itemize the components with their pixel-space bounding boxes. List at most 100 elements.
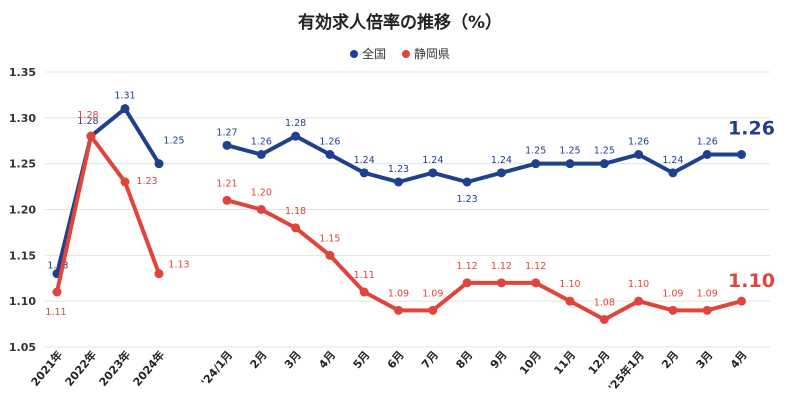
data-label-shizuoka: 1.20	[251, 188, 272, 199]
data-label-shizuoka: 1.09	[697, 288, 718, 299]
x-tick-label: 2月	[659, 349, 681, 372]
series-line-national	[55, 106, 161, 276]
data-point-shizuoka	[394, 305, 403, 315]
data-point-shizuoka	[531, 278, 541, 288]
data-point-national	[634, 150, 644, 159]
x-tick-label: 2022年	[62, 348, 99, 389]
data-point-shizuoka	[702, 305, 712, 315]
legend-label-shizuoka: 静岡県	[413, 47, 450, 61]
data-label-national: 1.25	[594, 146, 615, 157]
data-label-national: 1.25	[163, 136, 184, 147]
series-line-shizuoka	[225, 198, 744, 322]
data-label-shizuoka: 1.11	[45, 307, 66, 318]
x-tick-label: 3月	[694, 349, 716, 372]
data-point-national	[428, 168, 438, 178]
data-point-shizuoka	[668, 305, 678, 315]
data-point-shizuoka	[120, 177, 130, 187]
data-point-national	[668, 168, 678, 178]
data-point-national	[737, 150, 746, 159]
data-label-national: 1.26	[697, 137, 718, 148]
data-point-shizuoka	[428, 305, 438, 315]
x-tick-label: '25年1月	[605, 348, 647, 394]
x-tick-label: 4月	[728, 349, 750, 372]
data-point-shizuoka	[154, 269, 164, 279]
x-tick-label: 6月	[385, 349, 407, 372]
data-label-national: 1.28	[285, 118, 306, 129]
data-point-national	[496, 168, 506, 178]
x-tick-label: 2024年	[130, 348, 167, 389]
data-point-national	[599, 159, 609, 169]
data-point-national	[702, 150, 712, 159]
data-label-national-latest: 1.26	[728, 118, 775, 140]
data-label-national: 1.25	[525, 146, 546, 157]
y-tick-label: 1.10	[9, 295, 36, 308]
data-point-national	[222, 140, 232, 150]
legend-item-shizuoka[interactable]: 静岡県	[401, 45, 450, 62]
x-tick-label: 12月	[586, 349, 613, 378]
data-point-shizuoka	[256, 205, 266, 214]
data-label-national: 1.27	[216, 127, 237, 138]
data-label-shizuoka: 1.08	[594, 298, 615, 309]
data-label-shizuoka: 1.28	[77, 110, 98, 121]
data-point-shizuoka	[599, 315, 609, 324]
data-point-shizuoka	[52, 287, 62, 297]
data-point-shizuoka	[634, 296, 644, 306]
data-label-national: 1.23	[457, 194, 478, 205]
data-label-national: 1.24	[422, 155, 443, 166]
y-tick-label: 1.05	[9, 341, 36, 354]
y-tick-label: 1.15	[9, 249, 36, 262]
data-label-shizuoka: 1.09	[662, 288, 683, 299]
legend-marker-national	[350, 49, 359, 58]
data-point-national	[291, 131, 301, 141]
data-point-national	[394, 177, 403, 187]
data-point-shizuoka	[737, 296, 746, 306]
data-point-shizuoka	[496, 278, 506, 288]
data-label-national: 1.23	[388, 164, 409, 175]
data-label-shizuoka: 1.10	[559, 279, 580, 290]
x-tick-label: 10月	[517, 349, 544, 378]
data-label-national: 1.24	[491, 155, 512, 166]
x-tick-label: 2023年	[96, 348, 133, 389]
data-point-shizuoka	[565, 296, 575, 306]
data-point-shizuoka	[325, 250, 335, 260]
data-label-national: 1.26	[628, 137, 649, 148]
legend-marker-shizuoka	[401, 49, 410, 58]
data-label-national: 1.26	[319, 137, 340, 148]
x-tick-label: 11月	[551, 349, 578, 378]
x-tick-label: 2021年	[28, 348, 65, 389]
data-label-national: 1.13	[47, 261, 68, 272]
x-tick-label: 5月	[351, 349, 373, 372]
legend-item-national[interactable]: 全国	[350, 45, 386, 62]
x-tick-label: 9月	[488, 349, 510, 372]
data-label-national: 1.24	[354, 155, 375, 166]
data-label-shizuoka: 1.18	[285, 206, 306, 217]
data-point-national	[256, 150, 266, 159]
data-label-shizuoka-latest: 1.10	[728, 270, 775, 292]
legend-label-national: 全国	[362, 47, 387, 61]
data-label-shizuoka: 1.13	[168, 260, 189, 271]
data-label-shizuoka: 1.12	[457, 261, 478, 272]
data-point-national	[359, 168, 369, 178]
data-label-shizuoka: 1.21	[216, 178, 237, 189]
x-tick-label: '24/1月	[199, 349, 236, 389]
y-tick-label: 1.35	[9, 66, 36, 79]
data-label-national: 1.28	[77, 116, 98, 127]
data-point-national	[531, 159, 541, 169]
data-label-shizuoka: 1.15	[319, 233, 340, 244]
y-tick-label: 1.20	[9, 204, 36, 217]
data-point-national	[565, 159, 575, 169]
data-label-national: 1.31	[114, 91, 135, 102]
y-tick-label: 1.30	[9, 112, 36, 125]
y-tick-label: 1.25	[9, 158, 36, 171]
data-point-shizuoka	[86, 131, 96, 141]
data-label-shizuoka: 1.12	[491, 261, 512, 272]
x-tick-label: 2月	[248, 349, 270, 372]
data-label-shizuoka: 1.10	[628, 279, 649, 290]
data-label-shizuoka: 1.23	[136, 176, 157, 187]
data-label-national: 1.26	[251, 137, 272, 148]
data-point-shizuoka	[291, 223, 301, 233]
x-tick-label: 7月	[419, 349, 441, 372]
data-point-national	[154, 159, 164, 169]
data-label-shizuoka: 1.09	[388, 288, 409, 299]
